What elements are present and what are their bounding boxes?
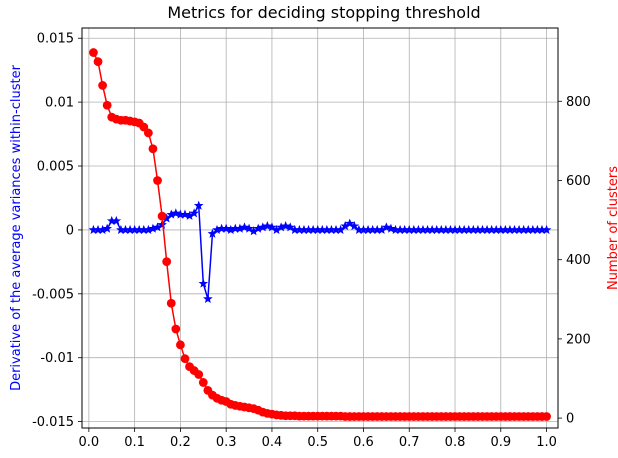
x-tick-label: 0.6 <box>353 435 374 450</box>
data-point-star <box>102 223 112 233</box>
right-y-tick-label: 400 <box>566 253 591 268</box>
data-point-star <box>239 222 250 232</box>
data-point-star <box>221 223 231 233</box>
x-axis: 0.0 0.1 0.2 0.3 0.4 0.5 0.6 0.7 0.8 0.9 1.0 <box>79 428 557 450</box>
x-tick-label: 0.0 <box>79 435 100 450</box>
data-point-circle <box>102 100 112 110</box>
data-point-circle <box>194 370 204 379</box>
left-y-tick-label: 0 <box>66 223 74 238</box>
data-point-star <box>193 200 204 210</box>
plot-frame <box>81 27 559 429</box>
chart-title: Metrics for deciding stopping threshold <box>167 3 480 22</box>
left-y-tick-label: -0.01 <box>40 351 74 366</box>
data-point-circle <box>153 176 162 185</box>
left-y-axis-title: Derivative of the average variances with… <box>9 64 24 390</box>
left-y-tick-label: -0.015 <box>32 415 74 430</box>
data-point-circle <box>148 144 158 154</box>
series-left-derivative <box>88 200 552 303</box>
x-tick-label: 0.1 <box>124 435 145 450</box>
x-tick-label: 0.7 <box>399 435 420 450</box>
left-y-axis: 0.015 0.01 0.005 0 -0.005 -0.01 -0.015 <box>32 32 82 430</box>
data-point-circle <box>98 81 107 90</box>
data-point-star <box>244 223 254 233</box>
series-right-clusters <box>89 48 551 421</box>
data-point-star <box>386 223 396 233</box>
data-point-star <box>381 222 392 232</box>
data-point-star <box>344 218 355 228</box>
data-point-circle <box>542 412 551 421</box>
left-y-tick-label: 0.01 <box>45 96 74 111</box>
data-point-circle <box>139 122 149 132</box>
data-point-star <box>189 208 199 218</box>
right-y-tick-label: 200 <box>566 332 591 347</box>
data-point-circle <box>171 324 181 334</box>
right-y-axis: 0 200 400 600 800 <box>558 95 591 427</box>
data-point-star <box>262 221 273 231</box>
x-tick-label: 0.5 <box>307 435 328 450</box>
data-point-star <box>171 208 181 218</box>
data-point-circle <box>93 57 103 67</box>
x-tick-label: 0.2 <box>170 435 191 450</box>
data-point-star <box>198 278 209 288</box>
x-tick-label: 0.3 <box>216 435 237 450</box>
data-point-circle <box>198 378 208 387</box>
data-point-star <box>180 209 190 219</box>
data-point-star <box>157 219 167 229</box>
data-point-circle <box>180 354 190 364</box>
right-y-tick-label: 0 <box>566 412 574 427</box>
data-point-star <box>203 293 213 303</box>
data-point-circle <box>166 298 176 308</box>
right-y-tick-label: 600 <box>566 174 591 189</box>
data-point-star <box>280 221 291 231</box>
x-tick-label: 0.4 <box>262 435 283 450</box>
data-point-circle <box>89 48 98 57</box>
data-point-star <box>349 221 360 231</box>
x-tick-label: 1.0 <box>536 435 557 450</box>
data-point-circle <box>157 211 167 221</box>
x-tick-label: 0.8 <box>445 435 466 450</box>
left-y-tick-label: -0.005 <box>32 287 74 302</box>
left-y-tick-label: 0.005 <box>37 160 74 175</box>
data-point-star <box>267 222 277 232</box>
right-y-tick-label: 800 <box>566 95 591 110</box>
data-point-star <box>111 215 122 226</box>
data-point-star <box>541 224 552 234</box>
right-y-axis-title: Number of clusters <box>606 166 618 290</box>
data-point-star <box>285 222 296 232</box>
data-point-circle <box>162 257 172 267</box>
data-point-circle <box>176 340 185 350</box>
x-tick-label: 0.9 <box>490 435 511 450</box>
data-point-circle <box>143 128 153 138</box>
left-y-tick-label: 0.015 <box>37 32 74 47</box>
